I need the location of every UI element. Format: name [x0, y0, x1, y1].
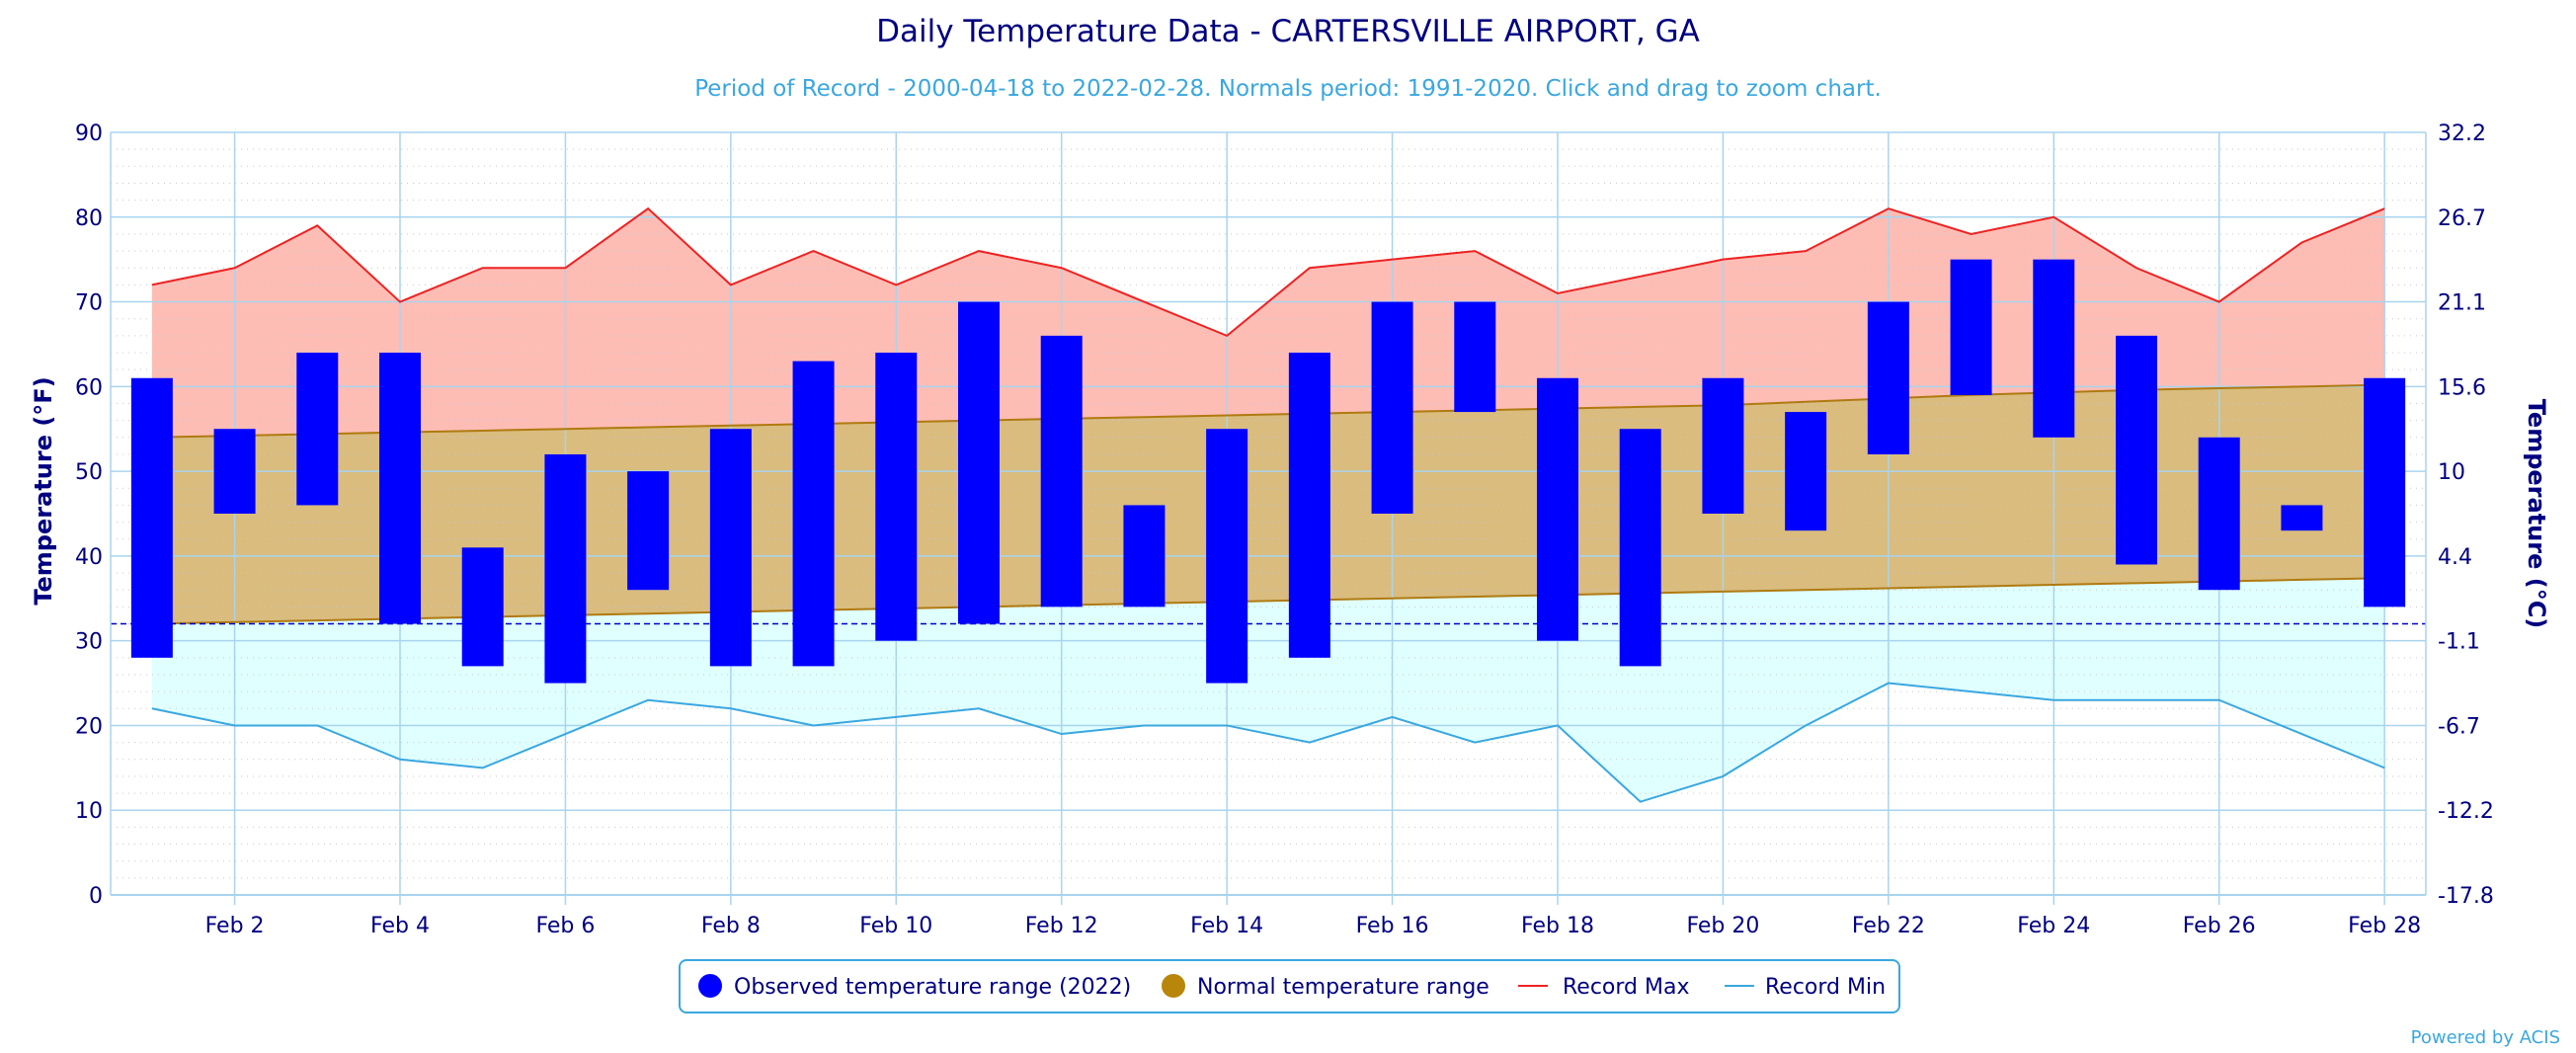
y-tick-label-left: 60 — [75, 375, 103, 400]
y-tick-label-left: 0 — [89, 884, 103, 909]
observed-range-bar[interactable] — [2281, 505, 2323, 531]
observed-range-bar[interactable] — [2198, 437, 2240, 591]
observed-range-bar[interactable] — [461, 547, 504, 667]
normal-high-line — [151, 383, 2385, 439]
legend-box — [679, 959, 1900, 1013]
legend-normal-label[interactable]: Normal temperature range — [1197, 975, 1489, 1000]
x-tick-label: Feb 20 — [1686, 914, 1759, 938]
x-tick-label: Feb 12 — [1025, 914, 1098, 938]
observed-range-bar[interactable] — [875, 353, 918, 641]
observed-range-bar[interactable] — [1867, 301, 1909, 454]
observed-range-bar[interactable] — [1288, 353, 1330, 658]
observed-range-bar[interactable] — [1702, 377, 1744, 514]
x-tick-label: Feb 8 — [701, 914, 761, 938]
y-tick-label-left: 90 — [75, 122, 103, 146]
y-tick-label-right: 26.7 — [2438, 206, 2486, 231]
normal-low-line — [151, 577, 2385, 625]
observed-range-bar[interactable] — [958, 301, 1000, 624]
observed-range-bar[interactable] — [1454, 301, 1496, 413]
observed-range-bar[interactable] — [709, 429, 752, 667]
record-max-line[interactable] — [151, 206, 2385, 338]
observed-range-bar[interactable] — [544, 453, 587, 684]
x-tick-label: Feb 26 — [2183, 914, 2256, 938]
observed-range-bar[interactable] — [2033, 259, 2075, 438]
powered-by-credit[interactable]: Powered by ACIS — [2411, 1027, 2560, 1048]
x-tick-label: Feb 2 — [205, 914, 265, 938]
y-tick-label-right: 10 — [2438, 460, 2465, 485]
y-axis-title-right: Temperature (°C) — [2523, 399, 2550, 629]
chart-subtitle: Period of Record - 2000-04-18 to 2022-02… — [694, 76, 1882, 102]
x-tick-label: Feb 6 — [535, 914, 595, 938]
axes: 0 -17.8 10 -12.2 20 -6.7 30 -1.1 40 4.4 50 10 60 15.6… — [75, 122, 2494, 938]
y-tick-label-right: -12.2 — [2438, 799, 2494, 824]
observed-range-bar[interactable] — [213, 429, 256, 514]
legend-record-min-label[interactable]: Record Min — [1765, 975, 1886, 1000]
legend-observed-label[interactable]: Observed temperature range (2022) — [734, 975, 1131, 1000]
y-tick-label-right: 21.1 — [2438, 291, 2486, 316]
x-tick-label: Feb 28 — [2348, 914, 2421, 938]
x-tick-label: Feb 4 — [370, 914, 430, 938]
observed-range-bar[interactable] — [1785, 412, 1827, 531]
x-tick-label: Feb 14 — [1190, 914, 1263, 938]
observed-range-bar[interactable] — [1206, 429, 1248, 684]
y-tick-label-right: -1.1 — [2438, 630, 2480, 655]
x-tick-label: Feb 10 — [859, 914, 932, 938]
observed-range-bar[interactable] — [1371, 301, 1413, 514]
legend-normal-marker — [1162, 974, 1185, 998]
y-tick-label-left: 80 — [75, 206, 103, 231]
observed-range-bar[interactable] — [2116, 335, 2157, 565]
y-tick-label-left: 40 — [75, 545, 103, 570]
x-tick-label: Feb 18 — [1521, 914, 1594, 938]
observed-range-bar[interactable] — [1537, 377, 1578, 641]
legend-observed-marker — [698, 974, 722, 998]
observed-range-bar[interactable] — [2364, 377, 2406, 608]
record-min-line[interactable] — [151, 682, 2385, 803]
y-tick-label-right: 4.4 — [2438, 545, 2472, 570]
y-tick-label-left: 50 — [75, 460, 103, 485]
observed-range-bar[interactable] — [1123, 505, 1166, 608]
observed-range-bar[interactable] — [1950, 259, 1992, 395]
x-tick-label: Feb 16 — [1356, 914, 1429, 938]
chart-title: Daily Temperature Data - CARTERSVILLE AI… — [876, 14, 1700, 49]
series-lines — [111, 206, 2426, 803]
y-axis-title-left: Temperature (°F) — [30, 376, 57, 605]
observed-range-bar[interactable] — [627, 471, 670, 591]
y-tick-label-left: 10 — [75, 799, 103, 824]
observed-range-bar[interactable] — [1040, 335, 1083, 608]
y-tick-label-right: -17.8 — [2438, 884, 2494, 909]
legend-record-max-label[interactable]: Record Max — [1563, 975, 1690, 1000]
x-tick-label: Feb 24 — [2017, 914, 2090, 938]
legend[interactable]: Observed temperature range (2022) Normal… — [679, 959, 1900, 1013]
y-tick-label-right: 32.2 — [2438, 122, 2486, 146]
observed-bars — [130, 259, 2406, 684]
y-tick-label-left: 20 — [75, 714, 103, 739]
record-max-band — [151, 208, 2385, 438]
y-tick-label-right: 15.6 — [2438, 375, 2486, 400]
observed-range-bar[interactable] — [379, 353, 421, 624]
observed-range-bar[interactable] — [296, 353, 339, 506]
observed-range-bar[interactable] — [1619, 429, 1661, 667]
y-tick-label-right: -6.7 — [2438, 714, 2480, 739]
y-tick-label-left: 70 — [75, 291, 103, 316]
x-tick-label: Feb 22 — [1852, 914, 1925, 938]
observed-range-bar[interactable] — [792, 361, 835, 667]
observed-range-bar[interactable] — [130, 377, 173, 658]
y-tick-label-left: 30 — [75, 630, 103, 655]
